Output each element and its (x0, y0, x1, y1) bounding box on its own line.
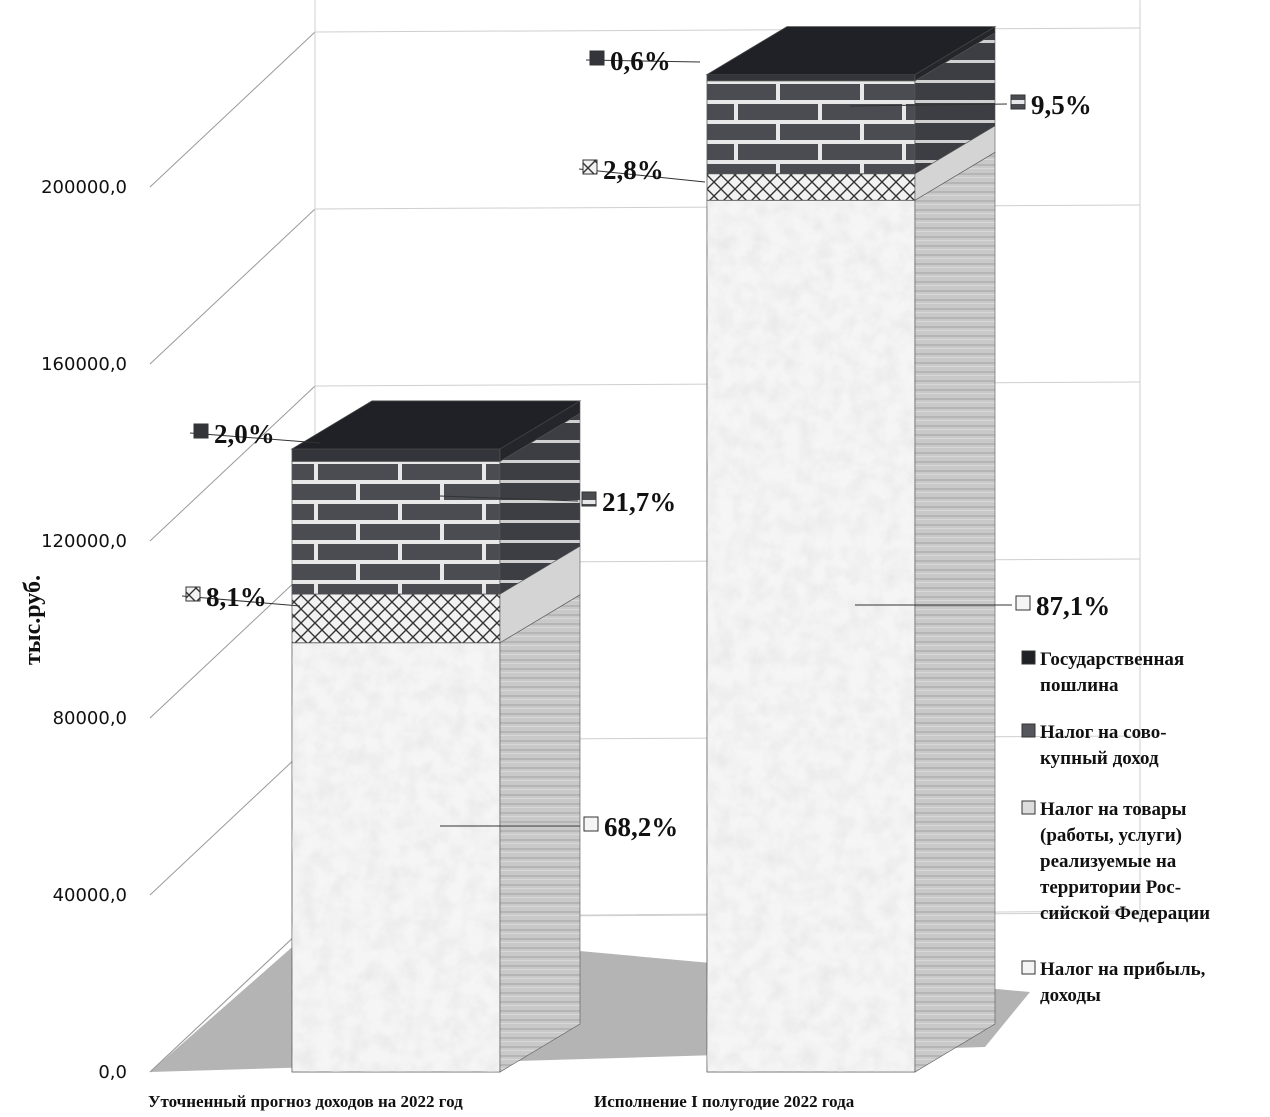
gridline-diagonal (149, 208, 316, 365)
legend-label: доходы (1040, 985, 1101, 1006)
legend-label: сийской Федерации (1040, 903, 1210, 924)
leader-line (189, 432, 321, 444)
gridline-horizontal (314, 27, 1141, 33)
legend-label: Налог на товары (1040, 799, 1187, 820)
legend-item: Налог на сово-купный доход (1021, 722, 1167, 769)
y-tick-label: 120000,0 (41, 531, 127, 552)
y-axis-title: тыс.руб. (20, 575, 46, 665)
y-tick-label: 200000,0 (41, 177, 127, 198)
data-label: 21,7% (602, 487, 676, 517)
bar-segment-side (499, 594, 581, 1073)
legend-swatch (1021, 723, 1036, 738)
label-swatch (1010, 94, 1026, 110)
bar-top (290, 400, 582, 450)
bar-segment-front (706, 80, 916, 175)
data-label: 68,2% (604, 812, 678, 842)
label-swatch (581, 491, 597, 507)
legend-label: реализуемые на (1040, 851, 1177, 872)
gridline-diagonal (149, 739, 316, 896)
y-tick-label: 40000,0 (53, 885, 127, 906)
y-tick-label: 80000,0 (53, 708, 127, 729)
legend-swatch (1021, 960, 1036, 975)
label-swatch (193, 423, 209, 439)
bar-texture (292, 642, 500, 1072)
legend-label: Налог на сово- (1040, 722, 1167, 743)
leader-line (439, 495, 579, 502)
gridline-diagonal (149, 31, 316, 188)
bar-1 (705, 26, 997, 1073)
legend-swatch (1021, 650, 1036, 665)
data-label: 0,6% (610, 46, 671, 76)
leader-line (181, 595, 301, 607)
label-swatch (185, 586, 201, 602)
data-label: 87,1% (1036, 591, 1110, 621)
legend-item: Налог на товары (работы, услуги) реализуем… (1021, 799, 1210, 924)
legend-swatch (1021, 800, 1036, 815)
leader-line (585, 59, 701, 63)
x-category-label: Уточненный прогноз доходов на 2022 год (148, 1092, 463, 1111)
data-label: 9,5% (1031, 90, 1092, 120)
bar-segment-front (706, 74, 916, 82)
bar-top (705, 26, 997, 76)
legend-label: Государственная (1040, 649, 1184, 670)
bar-segment-front (291, 448, 501, 462)
data-label: 2,8% (603, 155, 664, 185)
gridline-diagonal (149, 385, 316, 542)
legend-label: территории Рос- (1040, 877, 1181, 898)
label-swatch (589, 50, 605, 66)
bar-segment-front (706, 173, 916, 201)
legend-label: (работы, услуги) (1040, 825, 1182, 846)
bars (290, 26, 997, 1073)
label-swatch (583, 816, 599, 832)
legend: Государственная пошлина Налог на сово-купн… (1021, 649, 1210, 1006)
y-axis: 0,0 40000,0 80000,0 120000,0 160000,0 200000,… (20, 177, 855, 1111)
label-swatch (582, 159, 598, 175)
bar-texture (707, 200, 915, 1072)
leader-line (849, 103, 1008, 107)
legend-item: Государственная пошлина (1021, 649, 1184, 696)
leader-line (578, 168, 706, 183)
bar-segment-front (291, 593, 501, 644)
gridline-diagonal (149, 562, 316, 719)
legend-label: купный доход (1040, 748, 1159, 769)
y-tick-label: 0,0 (98, 1062, 127, 1083)
legend-label: Налог на прибыль, (1040, 959, 1206, 980)
bar-0 (290, 400, 582, 1073)
gridline-diagonal (149, 916, 316, 1073)
data-labels: 68,2% 8,1% 21,7% 2,0% 87,1% 2,8% 9,5% 0,6% (181, 46, 1110, 842)
bar-segment-front (291, 460, 501, 595)
bar-segment-side (914, 151, 996, 1073)
legend-label: пошлина (1040, 675, 1119, 696)
data-label: 2,0% (214, 419, 275, 449)
data-label: 8,1% (206, 582, 267, 612)
x-category-label: Исполнение I полугодие 2022 года (594, 1092, 855, 1111)
label-swatch (1015, 595, 1031, 611)
legend-item: Налог на прибыль, доходы (1021, 959, 1206, 1006)
y-tick-label: 160000,0 (41, 354, 127, 375)
